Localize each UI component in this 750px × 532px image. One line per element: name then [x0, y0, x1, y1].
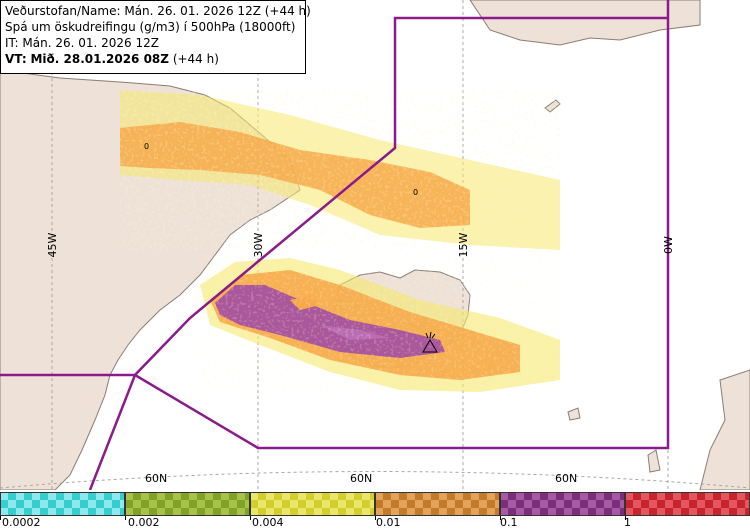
valid-time-value: Mið. 28.01.2026 08Z	[30, 52, 169, 66]
parallel-label: 60N	[555, 472, 577, 485]
legend-tick-label: 0.01	[376, 516, 401, 529]
legend-tick-label: 0.002	[128, 516, 160, 529]
legend-bin	[125, 492, 250, 516]
legend-tick-label: 0.004	[252, 516, 284, 529]
name-value: Mán. 26. 01. 2026 12Z (+44 h)	[124, 4, 311, 18]
concentration-legend	[0, 490, 750, 532]
legend-tick-label: 1	[624, 516, 631, 529]
ash-forecast-map: 0 0 45W 30W 15W 0W 60N 60N 60N	[0, 0, 750, 490]
legend-bin	[500, 492, 625, 516]
info-line-initial-time: IT: Mán. 26. 01. 2026 12Z	[5, 36, 159, 50]
contour-label: 0	[144, 142, 149, 151]
ash-cloud-south	[200, 255, 560, 395]
shetland-island	[647, 449, 661, 473]
name-label: Veðurstofan/Name:	[5, 4, 121, 18]
faroe-island	[567, 407, 581, 421]
info-line-name: Veðurstofan/Name: Mán. 26. 01. 2026 12Z …	[5, 3, 311, 19]
ash-cloud-north	[120, 90, 560, 250]
legend-bin	[0, 492, 125, 516]
contour-label: 0	[413, 188, 418, 197]
scandinavia-land	[699, 369, 750, 490]
info-line-valid-time: VT: Mið. 28.01.2026 08Z (+44 h)	[5, 51, 301, 67]
meridian-label: 30W	[252, 232, 265, 257]
valid-time-label: VT:	[5, 52, 27, 66]
legend-tick-label: 0.0002	[2, 516, 41, 529]
valid-time-offset: (+44 h)	[172, 52, 219, 66]
arctic-land-north	[469, 0, 701, 46]
parallel-label: 60N	[350, 472, 372, 485]
legend-tick-label: 0.1	[500, 516, 518, 529]
parallel-label: 60N	[145, 472, 167, 485]
legend-bin	[250, 492, 375, 516]
meridian-label: 0W	[662, 236, 675, 254]
legend-bin	[375, 492, 500, 516]
airspace-boundary	[0, 0, 670, 490]
meridian-label: 45W	[46, 232, 59, 257]
legend-bin	[625, 492, 750, 516]
meridian-label: 15W	[457, 232, 470, 257]
forecast-info-box: Veðurstofan/Name: Mán. 26. 01. 2026 12Z …	[0, 0, 311, 74]
info-line-description: Spá um öskudreifingu (g/m3) í 500hPa (18…	[5, 20, 296, 34]
volcano-icon	[422, 331, 438, 353]
